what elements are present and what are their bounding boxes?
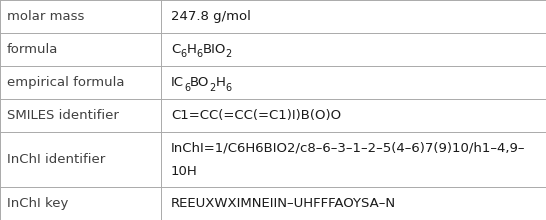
Text: molar mass: molar mass [7, 10, 84, 23]
Text: 2: 2 [225, 50, 232, 59]
Text: 6: 6 [180, 50, 186, 59]
Text: H: H [186, 43, 196, 56]
Text: IC: IC [171, 76, 184, 89]
Text: formula: formula [7, 43, 58, 56]
Text: 2: 2 [210, 82, 216, 93]
Text: C: C [171, 43, 180, 56]
Text: 10H: 10H [171, 165, 198, 178]
Text: 247.8 g/mol: 247.8 g/mol [171, 10, 251, 23]
Text: InChI identifier: InChI identifier [7, 153, 105, 166]
Text: BIO: BIO [202, 43, 225, 56]
Text: InChI key: InChI key [7, 197, 68, 210]
Text: SMILES identifier: SMILES identifier [7, 109, 118, 122]
Text: BO: BO [190, 76, 210, 89]
Text: REEUXWXIMNEIIN–UHFFFAOYSA–N: REEUXWXIMNEIIN–UHFFFAOYSA–N [171, 197, 396, 210]
Text: C1=CC(=CC(=C1)I)B(O)O: C1=CC(=CC(=C1)I)B(O)O [171, 109, 341, 122]
Text: InChI=1/C6H6BIO2/c8–6–3–1–2–5(4–6)7(9)10/h1–4,9–: InChI=1/C6H6BIO2/c8–6–3–1–2–5(4–6)7(9)10… [171, 141, 525, 154]
Text: empirical formula: empirical formula [7, 76, 124, 89]
Text: 6: 6 [196, 50, 202, 59]
Text: 6: 6 [184, 82, 190, 93]
Text: 6: 6 [225, 82, 232, 93]
Text: H: H [216, 76, 225, 89]
